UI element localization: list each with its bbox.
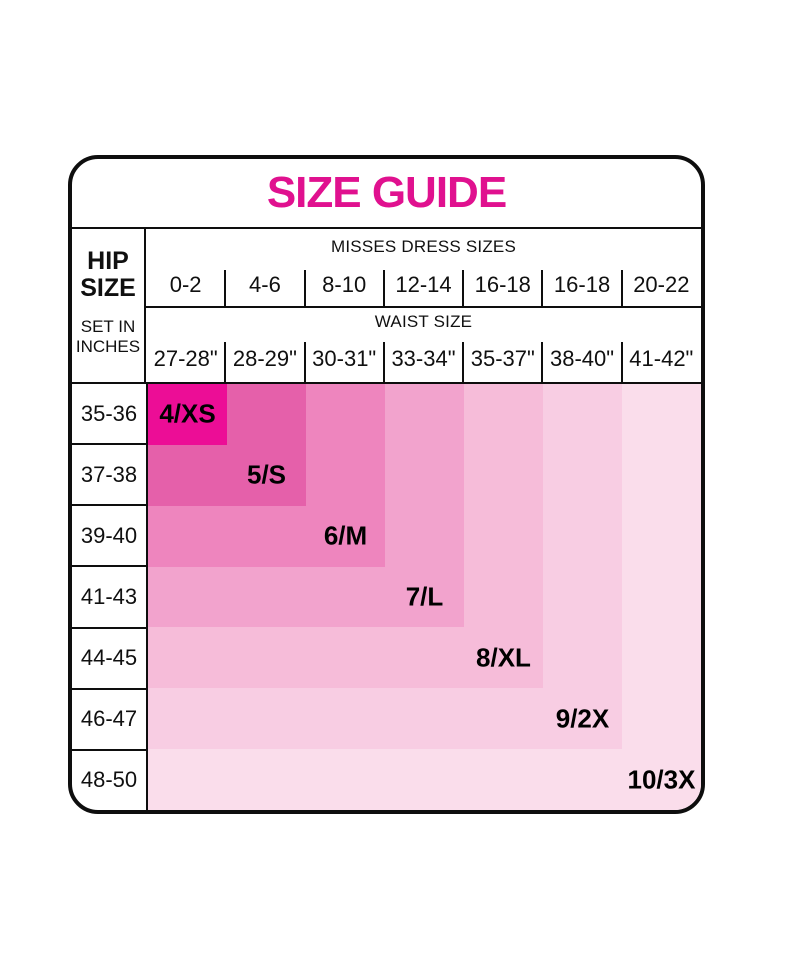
hip-size-header: HIP SIZE SET IN INCHES	[72, 229, 146, 382]
hip-row-label: 37-38	[72, 445, 146, 507]
waist-size-cell: 35-37"	[462, 335, 542, 382]
size-region-4-xs	[148, 384, 227, 445]
hip-row-label: 46-47	[72, 690, 146, 751]
column-headers: MISSES DRESS SIZES 0-2 4-6 8-10 12-14 16…	[146, 229, 701, 382]
dress-size-cell: 16-18	[462, 264, 542, 307]
table-body: 35-36 37-38 39-40 41-43 44-45 46-47 48-5…	[72, 384, 701, 810]
size-label-8-xl: 8/XL	[476, 642, 531, 673]
dress-size-cell: 0-2	[169, 272, 202, 297]
hip-row-label: 41-43	[72, 567, 146, 629]
size-label-7-l: 7/L	[405, 581, 444, 612]
waist-size-group-label: WAIST SIZE	[374, 311, 473, 331]
waist-size-cell: 28-29"	[224, 335, 304, 382]
size-guide-card: SIZE GUIDE HIP SIZE SET IN INCHES MISSES…	[68, 155, 705, 814]
hip-row-label: 44-45	[72, 629, 146, 690]
size-label-9-2x: 9/2X	[555, 703, 610, 734]
size-label-5-s: 5/S	[246, 459, 287, 490]
size-matrix: 4/XS 5/S 6/M 7/L 8/XL 9/2X 10/3X	[148, 384, 701, 810]
hip-size-label: HIP SIZE	[80, 247, 136, 302]
hip-row-label: 35-36	[72, 384, 146, 446]
hip-row-labels: 35-36 37-38 39-40 41-43 44-45 46-47 48-5…	[72, 384, 148, 810]
dress-size-cell: 12-14	[382, 264, 463, 307]
size-label-6-m: 6/M	[323, 520, 368, 551]
dress-size-cell: 20-22	[620, 264, 701, 307]
hip-row-label: 39-40	[72, 506, 146, 568]
set-in-inches-label: SET IN INCHES	[75, 317, 141, 357]
table-header: HIP SIZE SET IN INCHES MISSES DRESS SIZE…	[72, 229, 701, 384]
waist-size-cell: 41-42"	[620, 335, 701, 382]
title-row: SIZE GUIDE	[72, 159, 701, 229]
dress-size-cell: 8-10	[303, 264, 384, 307]
waist-sizes-row: 27-28" 28-29" 30-31" 33-34" 35-37" 38-40…	[146, 335, 701, 382]
dress-size-cell: 4-6	[224, 264, 304, 307]
page-title: SIZE GUIDE	[266, 168, 507, 217]
size-label-10-3x: 10/3X	[627, 764, 696, 795]
dress-sizes-group-label: MISSES DRESS SIZES	[331, 236, 516, 256]
waist-size-cell: 38-40"	[541, 335, 621, 382]
dress-size-cell: 16-18	[541, 264, 621, 307]
waist-size-cell: 27-28"	[153, 345, 218, 371]
dress-sizes-row: 0-2 4-6 8-10 12-14 16-18 16-18 20-22	[146, 264, 701, 308]
size-label-4-xs: 4/XS	[159, 398, 216, 429]
waist-size-cell: 33-34"	[382, 335, 463, 382]
hip-row-label: 48-50	[80, 767, 138, 793]
waist-size-cell: 30-31"	[303, 335, 384, 382]
